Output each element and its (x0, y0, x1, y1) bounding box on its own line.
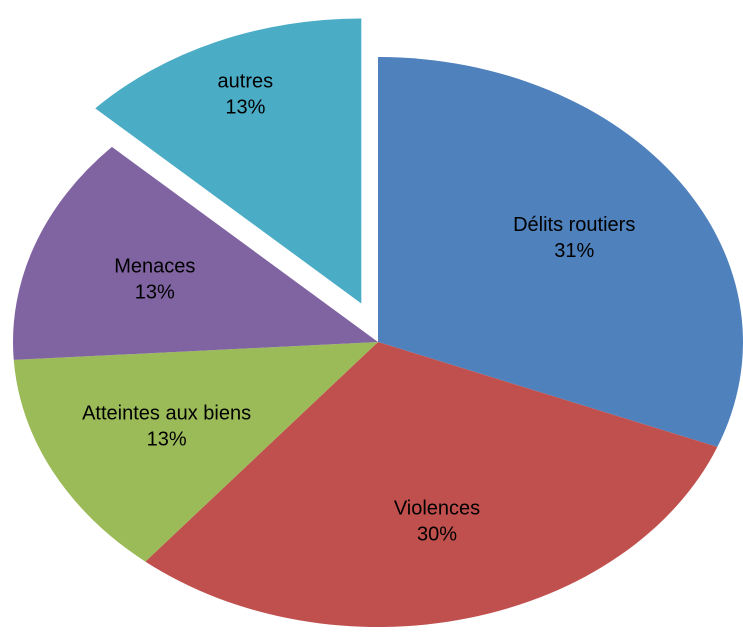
slice-label: autres (218, 70, 274, 92)
pie-slice (145, 342, 718, 627)
slice-label: Violences (394, 498, 480, 520)
slice-label: Délits routiers (513, 214, 635, 236)
slice-value-label: 30% (417, 524, 457, 546)
slice-value-label: 13% (225, 96, 265, 118)
slice-value-label: 13% (147, 428, 187, 450)
slice-value-label: 13% (135, 282, 175, 304)
slice-label: Menaces (114, 256, 195, 278)
pie-slice (95, 18, 362, 304)
pie-slice (378, 57, 743, 447)
pie-slice (13, 146, 378, 360)
slice-value-label: 31% (554, 240, 594, 262)
slice-label: Atteintes aux biens (82, 402, 251, 424)
pie-slice (13, 342, 378, 562)
